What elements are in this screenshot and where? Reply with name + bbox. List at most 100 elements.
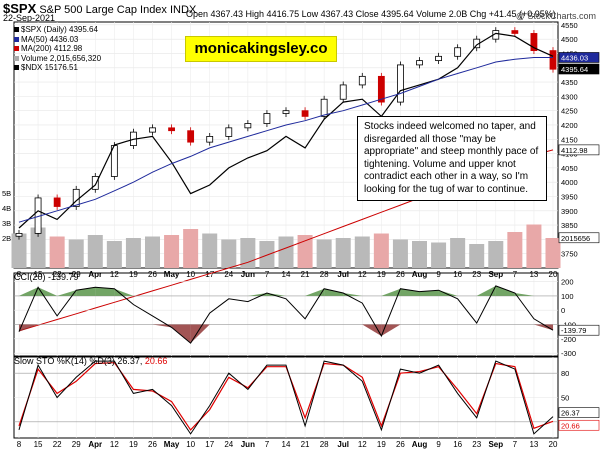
- volume-bar: [373, 233, 389, 268]
- x-tick-label: 22: [53, 270, 62, 279]
- ma50-line: [18, 57, 553, 223]
- volume-bar: [278, 236, 294, 268]
- x-tick-label: 12: [358, 440, 367, 449]
- x-tick-label: May: [164, 270, 180, 279]
- volume-bar: [183, 229, 199, 268]
- x-tick-label: 7: [513, 440, 518, 449]
- price-tick-label: 4050: [561, 164, 578, 173]
- price-candle: [91, 176, 99, 190]
- price-candle: [377, 75, 385, 103]
- cci-tick-label: -300: [561, 349, 576, 358]
- x-tick-label: 7: [265, 440, 270, 449]
- x-tick-label: Apr: [88, 440, 102, 449]
- price-tick-label: 3900: [561, 207, 578, 216]
- price-tick-label: 4300: [561, 92, 578, 101]
- x-tick-label: 10: [186, 270, 195, 279]
- legend-volume: Volume 2,015,656,320: [14, 54, 101, 64]
- x-tick-label: 12: [110, 440, 119, 449]
- x-tick-label: 7: [265, 270, 270, 279]
- x-tick-label: 24: [224, 440, 233, 449]
- price-tick-label: 4200: [561, 121, 578, 130]
- price-tag-ma50: [558, 52, 600, 63]
- ndx-line: [18, 32, 554, 229]
- x-tick-label: 28: [320, 270, 329, 279]
- x-tick-label: 28: [320, 440, 329, 449]
- x-tick-label: 19: [377, 270, 386, 279]
- x-tick-label: 12: [358, 270, 367, 279]
- x-tick-label: 13: [529, 270, 538, 279]
- x-tick-label: 26: [396, 270, 405, 279]
- x-tick-label: 26: [148, 440, 157, 449]
- index-name: S&P 500 Large Cap Index: [39, 4, 167, 16]
- legend-price-swatch: [14, 27, 19, 33]
- x-tick-label: 23: [472, 440, 481, 449]
- x-tick-label: 16: [453, 270, 462, 279]
- price-candle: [187, 130, 195, 143]
- volume-tick-label: 4B: [2, 204, 11, 213]
- volume-bar: [144, 236, 161, 268]
- stockcharts-credit: @ StockCharts.com: [515, 11, 596, 21]
- price-candle: [206, 136, 214, 143]
- cci-negative-fill: [19, 324, 39, 332]
- x-tick-label: 14: [282, 270, 291, 279]
- x-tick-label: 15: [34, 440, 43, 449]
- price-tick-label: 4250: [561, 107, 578, 116]
- price-candle: [454, 47, 462, 57]
- cci-tick-label: 200: [561, 278, 574, 287]
- volume-bar: [259, 241, 275, 268]
- x-tick-label: Sep: [488, 440, 503, 449]
- annotation-box: Stocks indeed welcomed no taper, and dis…: [357, 116, 547, 201]
- cci-negative-fill: [190, 324, 210, 344]
- volume-bar: [545, 238, 561, 268]
- volume-bar: [49, 236, 65, 268]
- cci-positive-fill: [495, 285, 515, 296]
- x-tick-label: 7: [513, 270, 518, 279]
- volume-tick-label: 5B: [2, 189, 11, 198]
- x-tick-label: 13: [529, 440, 538, 449]
- price-tick-label: 3950: [561, 192, 578, 201]
- price-tick-label: 4500: [561, 35, 578, 44]
- price-candle: [149, 127, 156, 133]
- price-candle: [397, 64, 404, 103]
- volume-bar: [469, 244, 485, 268]
- volume-bar: [316, 239, 332, 268]
- cci-tick-label: 100: [561, 292, 574, 301]
- cci-tick-label: -200: [561, 335, 576, 344]
- price-candle: [301, 110, 309, 117]
- price-legend: $SPX (Daily) 4395.64 MA(50) 4436.03 MA(2…: [14, 25, 101, 73]
- volume-bar: [30, 227, 46, 268]
- price-tag-ma200-label: 4112.98: [561, 146, 588, 155]
- x-tick-label: 14: [282, 440, 291, 449]
- price-tick-label: 4150: [561, 135, 578, 144]
- volume-bar: [68, 239, 84, 268]
- sto-tag-k-label: 26.37: [561, 409, 580, 418]
- sto-tag-d: [558, 419, 600, 431]
- cci-positive-fill: [266, 293, 286, 296]
- volume-bar: [507, 232, 523, 268]
- x-tick-label: 8: [17, 270, 22, 279]
- price-candle: [53, 197, 61, 207]
- cci-positive-fill: [305, 288, 325, 296]
- legend-volume-swatch: [14, 55, 19, 61]
- watermark: monicakingsley.co: [185, 36, 337, 62]
- x-tick-label: May: [164, 440, 180, 449]
- x-tick-label: Apr: [88, 270, 102, 279]
- cci-positive-fill: [514, 293, 534, 296]
- x-tick-label: 20: [549, 440, 558, 449]
- x-tick-label: 10: [186, 440, 195, 449]
- price-candle: [339, 84, 347, 100]
- x-tick-label: 12: [110, 270, 119, 279]
- x-tick-label: 8: [17, 440, 22, 449]
- volume-tick-label: 2B: [2, 234, 11, 243]
- sto-label: Slow STO %K(14) %D(3) 26.37, 20.66: [14, 356, 168, 366]
- legend-ndx: $NDX 15176.51: [14, 63, 101, 73]
- volume-bar: [297, 235, 313, 268]
- x-tick-label: 15: [34, 270, 43, 279]
- price-candle: [549, 50, 557, 70]
- volume-bar: [335, 238, 351, 268]
- x-tick-label: 29: [72, 270, 81, 279]
- x-tick-label: Jul: [337, 440, 349, 449]
- volume-bar: [431, 242, 447, 268]
- x-tick-label: 26: [396, 440, 405, 449]
- sto-tick-label: 80: [561, 369, 569, 378]
